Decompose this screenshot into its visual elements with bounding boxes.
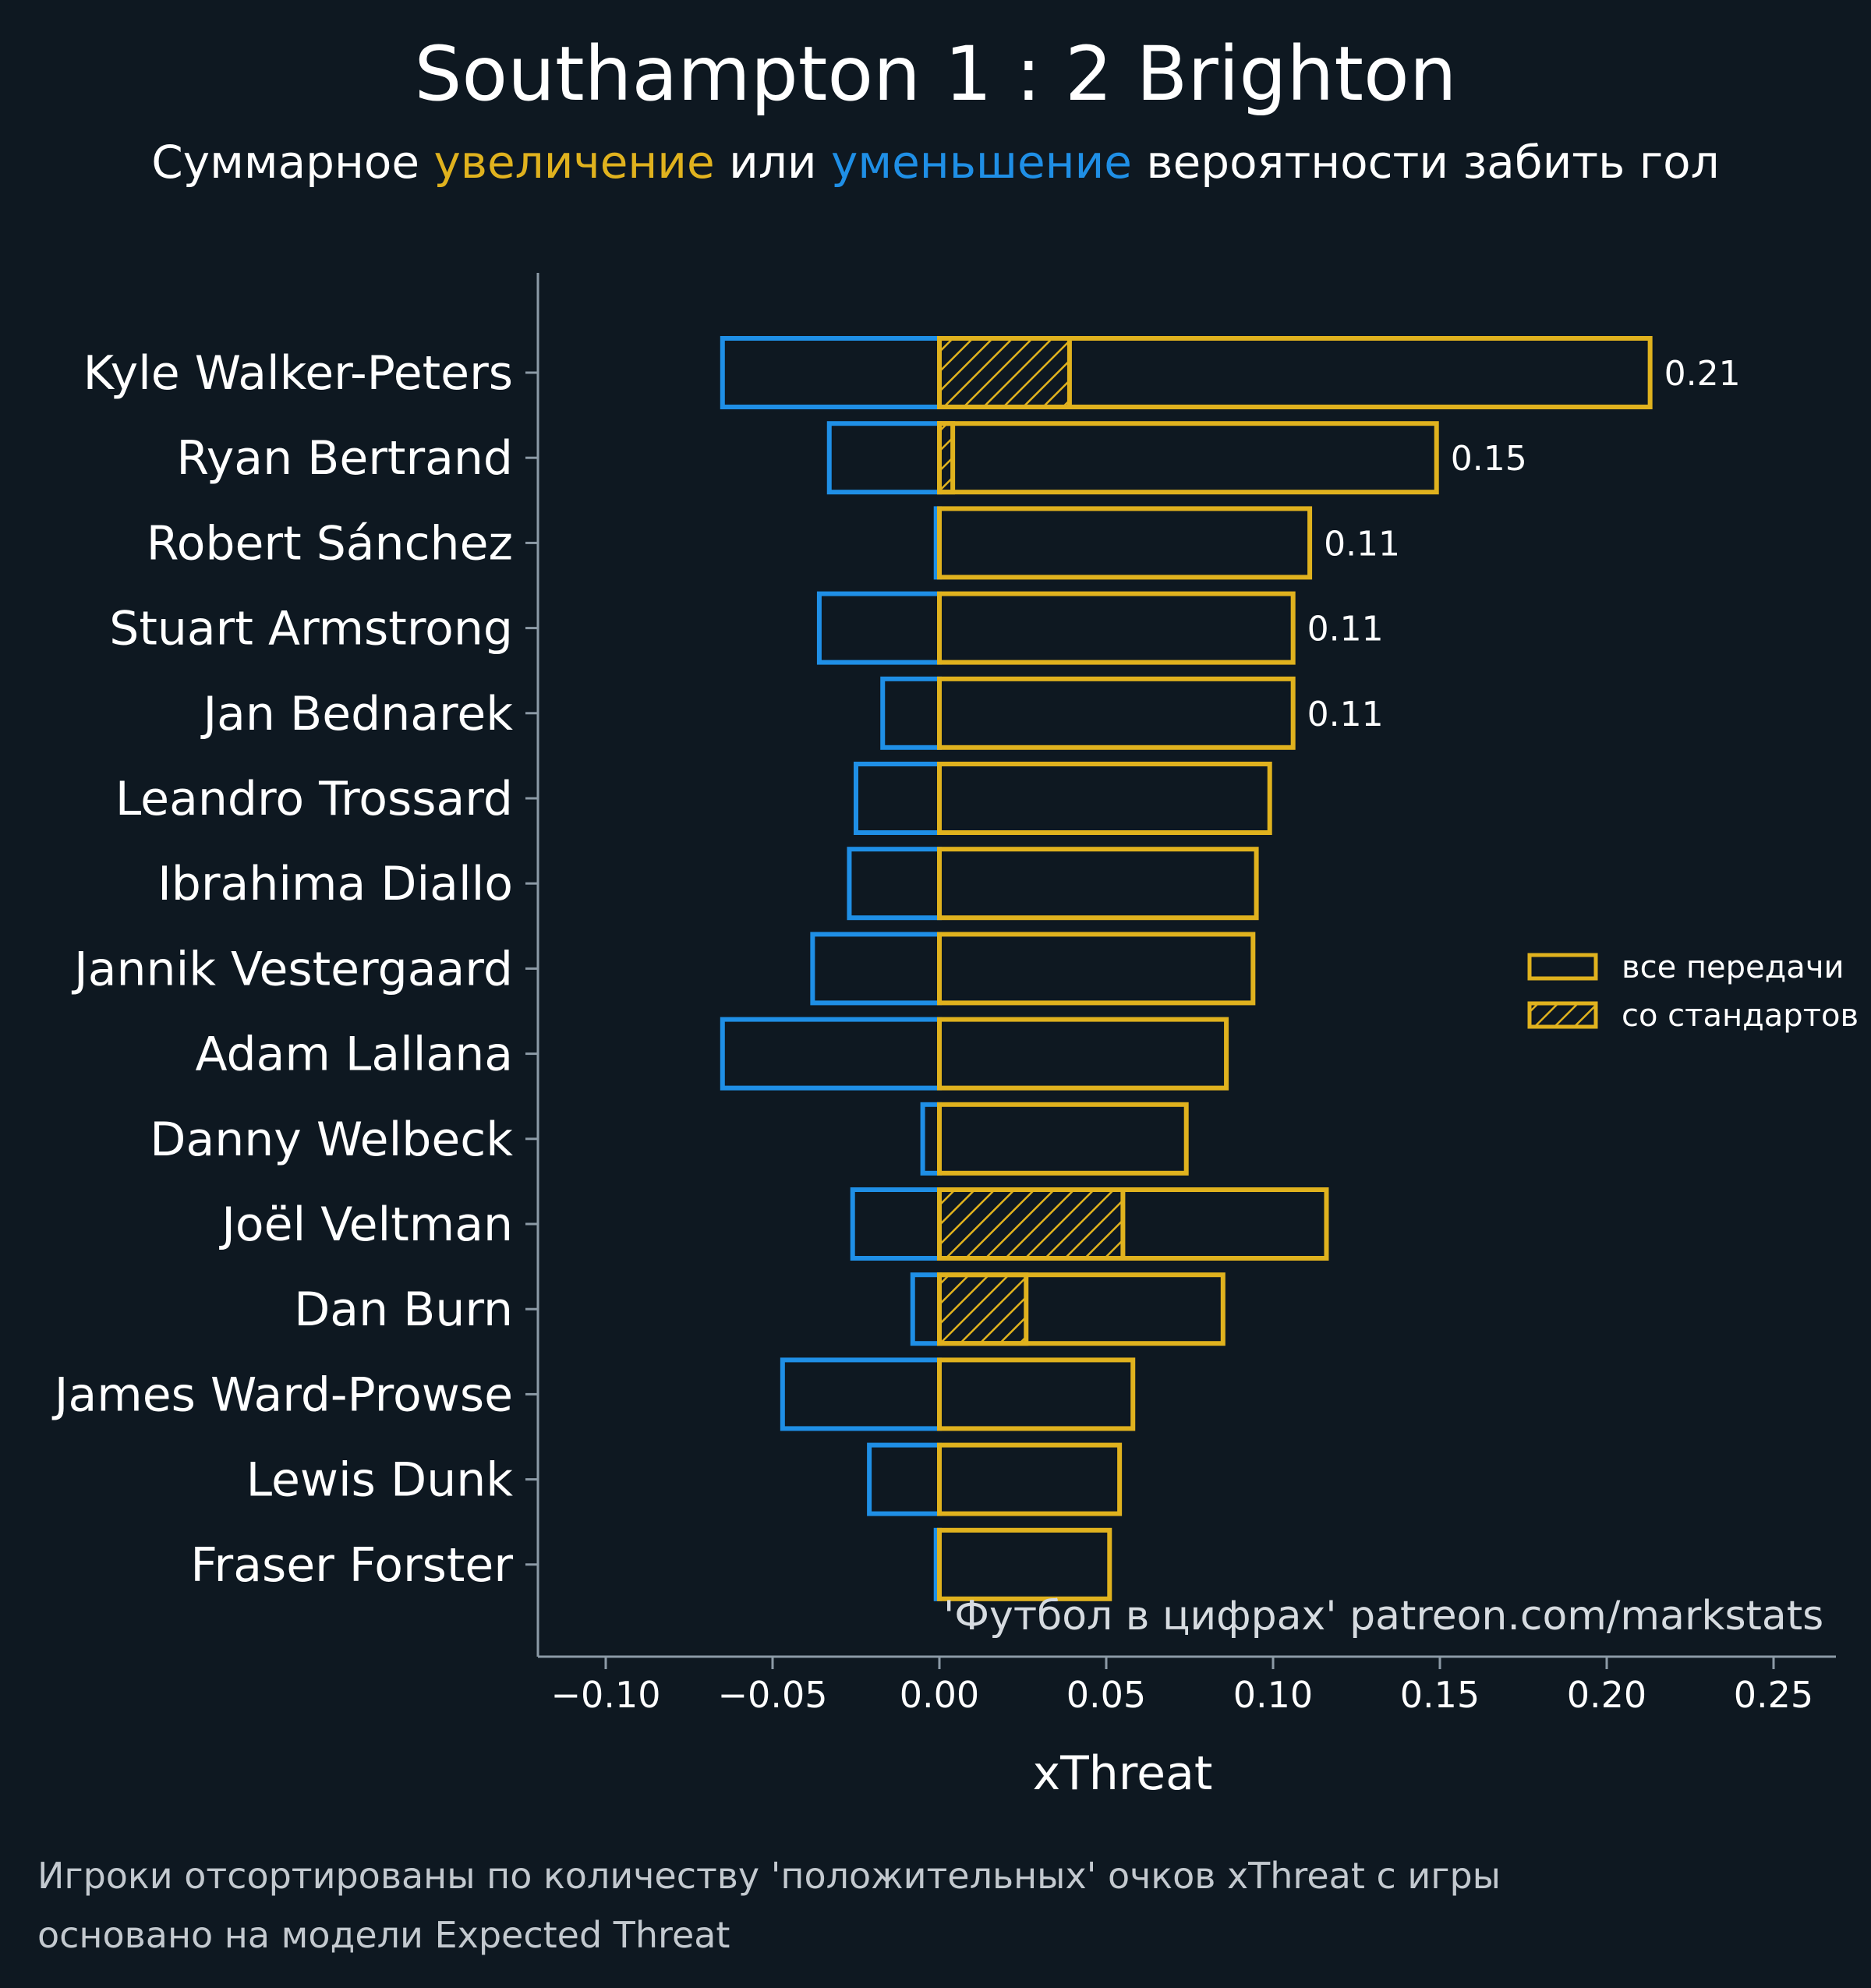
x-tick-label: 0.10 — [1233, 1674, 1313, 1716]
subtitle-increase: увеличение — [433, 136, 714, 189]
value-label-stuart-armstrong: 0.11 — [1307, 610, 1384, 649]
x-tick-label: 0.05 — [1066, 1674, 1146, 1716]
bar-negative-jannik-vestergaard — [810, 932, 942, 1006]
y-label-kyle-walker-peters: Kyle Walker-Peters — [83, 346, 513, 401]
bar-positive-stuart-armstrong — [937, 591, 1296, 665]
bar-positive-james-ward-prowse — [937, 1357, 1136, 1431]
value-label-robert-sanchez: 0.11 — [1324, 524, 1400, 564]
y-label-adam-lallana: Adam Lallana — [196, 1028, 513, 1082]
bar-positive-lewis-dunk — [937, 1442, 1123, 1516]
footnote-line-2: основано на модели Expected Threat — [37, 1914, 730, 1956]
x-tick-label: 0.25 — [1734, 1674, 1813, 1716]
x-tick-label: −0.05 — [718, 1674, 828, 1716]
bar-positive-adam-lallana — [937, 1017, 1229, 1091]
bar-positive-kyle-walker-peters — [937, 336, 1653, 409]
value-label-ryan-bertrand: 0.15 — [1451, 439, 1527, 479]
title-home-team: Southampton — [414, 30, 921, 118]
bar-positive-robert-sanchez — [937, 506, 1313, 580]
y-label-lewis-dunk: Lewis Dunk — [246, 1453, 514, 1508]
bar-negative-joel-veltman — [850, 1187, 942, 1261]
y-label-jan-bednarek: Jan Bednarek — [200, 687, 513, 741]
bar-positive-danny-welbeck — [937, 1102, 1189, 1176]
bar-negative-leandro-trossard — [854, 762, 942, 835]
bar-negative-ibrahima-diallo — [847, 847, 942, 921]
legend-swatch-set-pieces — [1527, 1001, 1598, 1029]
x-tick-label: 0.00 — [900, 1674, 979, 1716]
y-label-fraser-forster: Fraser Forster — [190, 1538, 513, 1593]
bar-positive-leandro-trossard — [937, 762, 1272, 835]
value-label-jan-bednarek: 0.11 — [1307, 695, 1384, 734]
bar-positive-jannik-vestergaard — [937, 932, 1256, 1006]
title-away-team: Brighton — [1137, 30, 1457, 118]
x-tick-label: −0.10 — [551, 1674, 661, 1716]
bar-positive-jan-bednarek — [937, 676, 1296, 750]
bar-negative-stuart-armstrong — [816, 591, 943, 665]
x-tick-label: 0.15 — [1400, 1674, 1480, 1716]
x-tick-label: 0.20 — [1567, 1674, 1646, 1716]
bar-setpiece-joel-veltman — [937, 1187, 1126, 1261]
subtitle-prefix: Суммарное — [151, 136, 433, 189]
y-label-stuart-armstrong: Stuart Armstrong — [109, 602, 513, 656]
value-labels: 0.21 0.15 0.11 0.11 0.11 — [1307, 354, 1741, 734]
bar-setpiece-dan-burn — [937, 1272, 1029, 1346]
bar-positive-dan-burn — [937, 1272, 1226, 1346]
x-axis-label: xThreat — [1033, 1746, 1213, 1801]
y-axis-labels: Kyle Walker-Peters Ryan Bertrand Robert Sá… — [51, 346, 538, 1593]
subtitle-suffix: вероятности забить гол — [1132, 136, 1720, 189]
y-label-ibrahima-diallo: Ibrahima Diallo — [157, 857, 513, 911]
credit-text: 'Футбол в цифрах' patreon.com/markstats — [943, 1593, 1823, 1640]
bars-layer — [720, 336, 1653, 1601]
y-label-robert-sanchez: Robert Sánchez — [147, 516, 513, 571]
bar-negative-kyle-walker-peters — [720, 336, 942, 409]
legend-swatch-all-passes — [1527, 953, 1598, 981]
chart-title: Southampton 1 : 2 Brighton — [414, 30, 1456, 118]
y-label-dan-burn: Dan Burn — [294, 1282, 513, 1337]
chart-subtitle: Суммарное увеличение или уменьшение веро… — [151, 136, 1719, 189]
subtitle-decrease: уменьшение — [831, 136, 1132, 189]
footnote-line-1: Игроки отсортированы по количеству 'поло… — [37, 1855, 1501, 1897]
x-axis-ticks: −0.10 −0.05 0.00 0.05 0.10 0.15 0.20 0.25 — [551, 1657, 1813, 1716]
bar-negative-ryan-bertrand — [826, 421, 943, 495]
bar-negative-jan-bednarek — [880, 676, 942, 750]
bar-negative-dan-burn — [910, 1272, 943, 1346]
y-label-leandro-trossard: Leandro Trossard — [115, 772, 513, 826]
bar-negative-lewis-dunk — [867, 1442, 942, 1516]
subtitle-middle: или — [715, 136, 831, 189]
value-label-kyle-walker-peters: 0.21 — [1664, 354, 1741, 394]
bar-setpiece-kyle-walker-peters — [937, 336, 1072, 409]
legend: все передачи со стандартов — [1527, 950, 1859, 1034]
y-label-danny-welbeck: Danny Welbeck — [150, 1113, 513, 1167]
bar-positive-joel-veltman — [937, 1187, 1329, 1261]
bar-negative-adam-lallana — [720, 1017, 942, 1091]
title-score: 1 : 2 — [944, 30, 1112, 118]
bar-positive-ibrahima-diallo — [937, 847, 1259, 921]
y-label-james-ward-prowse: James Ward-Prowse — [51, 1367, 513, 1422]
bar-positive-fraser-forster — [937, 1527, 1112, 1601]
bar-negative-danny-welbeck — [920, 1102, 942, 1176]
bar-negative-james-ward-prowse — [780, 1357, 943, 1431]
legend-label-all-passes: все передачи — [1622, 950, 1844, 985]
y-label-jannik-vestergaard: Jannik Vestergaard — [71, 942, 513, 996]
y-label-joel-veltman: Joël Veltman — [218, 1197, 513, 1252]
bar-positive-ryan-bertrand — [937, 421, 1439, 495]
y-label-ryan-bertrand: Ryan Bertrand — [176, 431, 513, 486]
legend-label-set-pieces: со стандартов — [1622, 998, 1859, 1034]
